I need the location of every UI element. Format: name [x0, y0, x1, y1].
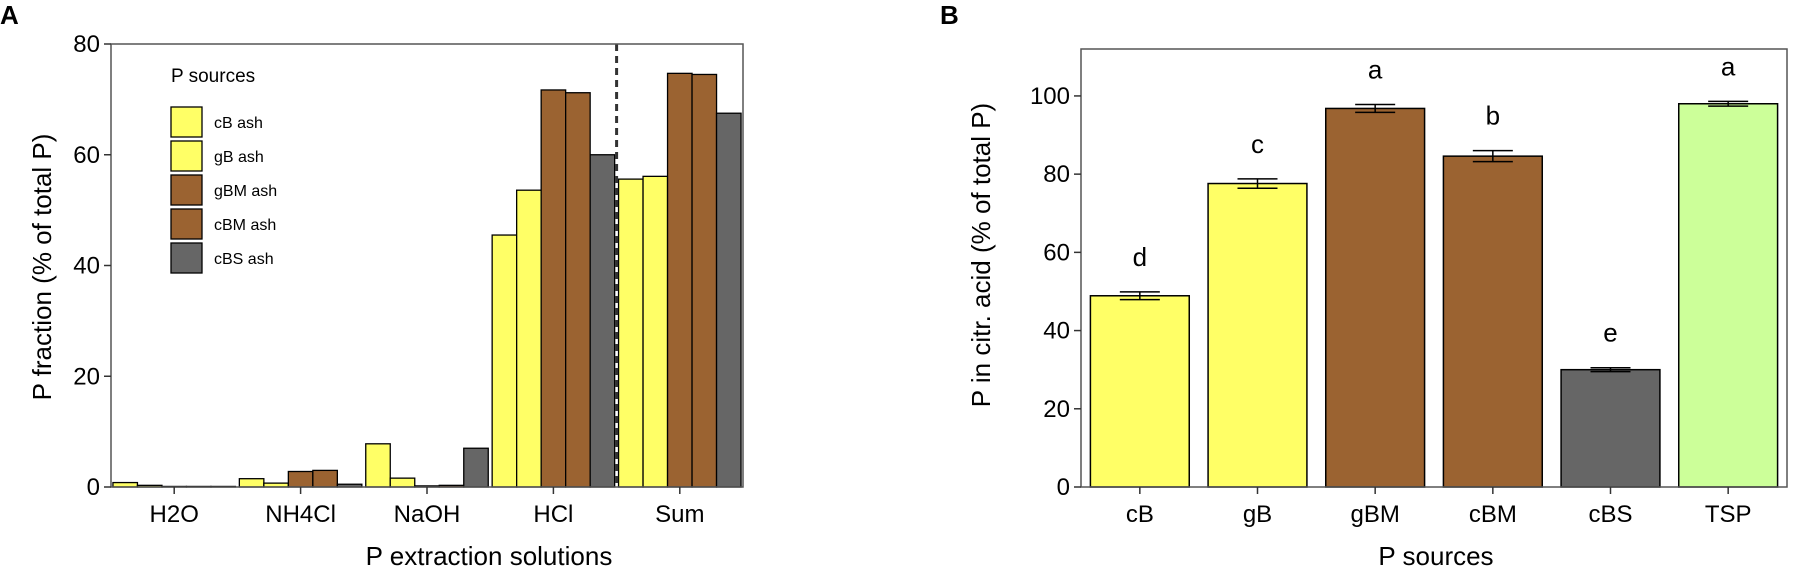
legend-title: P sources [171, 66, 255, 87]
panel-b-y-ticks: 0 20 40 60 80 100 [1030, 83, 1081, 501]
bar-sum-cb-ash [617, 178, 644, 488]
panel-a-x-ticks: H2O NH4Cl NaOH HCl Sum [150, 487, 704, 528]
bar-hcl-gbm-ash [540, 89, 567, 488]
legend-label: cBS ash [214, 251, 274, 268]
y-tick-label: 60 [73, 142, 100, 169]
legend-swatch [170, 174, 203, 206]
bar-sum-cbs-ash [715, 112, 742, 488]
x-tick-label: gBM [1350, 501, 1399, 528]
x-tick-label: cBM [1469, 501, 1517, 528]
bar-gbm [1324, 107, 1426, 488]
y-tick-label: 40 [1043, 318, 1070, 345]
panel-b-bars: d c a b e a [1089, 51, 1779, 488]
legend-label: gB ash [214, 149, 264, 166]
bar-hcl-cbm-ash [565, 92, 591, 488]
y-tick-label: 80 [73, 31, 100, 58]
significance-letter-cb: d [1133, 242, 1147, 272]
significance-letter-gb: c [1251, 129, 1264, 159]
y-tick-label: 20 [1043, 396, 1070, 423]
panel-a: A 0 20 40 60 80 H2O NH4Cl NaOH HCl Sum P sources… [0, 0, 744, 570]
bar-cbs [1560, 368, 1661, 488]
bar-hcl-cbs-ash [589, 154, 616, 488]
y-tick-label: 0 [87, 474, 100, 501]
x-tick-label: NaOH [394, 501, 461, 528]
bar-naoh-cb-ash [365, 443, 391, 488]
bar-cb [1089, 295, 1191, 488]
legend-swatch [170, 208, 203, 240]
panel-a-label: A [0, 0, 19, 30]
significance-letter-cbm: b [1486, 101, 1500, 131]
y-tick-label: 60 [1043, 239, 1070, 266]
y-tick-label: 0 [1057, 474, 1070, 501]
bar-sum-gb-ash [642, 175, 669, 488]
panel-a-plot: 0 20 40 60 80 H2O NH4Cl NaOH HCl Sum P sources c… [73, 31, 744, 528]
x-tick-label: cB [1126, 501, 1154, 528]
panel-b-plot-frame [1080, 48, 1788, 488]
legend-label: gBM ash [214, 183, 277, 200]
bar-sum-cbm-ash [691, 73, 718, 488]
significance-letter-cbs: e [1603, 318, 1617, 348]
legend: P sources cB ash gB ash gBM ash cBM ash cBS … [170, 66, 277, 274]
x-tick-label: cBS [1588, 501, 1632, 528]
bar-naoh-gb-ash [389, 477, 416, 488]
bar-nh4cl-gbm-ash [287, 470, 314, 488]
panel-b-x-ticks: cB gB gBM cBM cBS TSP [1126, 487, 1752, 528]
panel-b-y-axis-title: P in citr. acid (% of total P) [966, 103, 996, 407]
x-tick-label: gB [1243, 501, 1272, 528]
panel-a-y-ticks: 0 20 40 60 80 [73, 31, 111, 501]
bar-cbm [1442, 155, 1544, 488]
x-tick-label: Sum [655, 501, 704, 528]
x-tick-label: H2O [150, 501, 199, 528]
legend-swatch [170, 242, 203, 274]
bar-sum-gbm-ash [666, 72, 693, 488]
panel-a-bars [112, 72, 742, 488]
x-tick-label: TSP [1705, 501, 1752, 528]
bar-tsp [1677, 103, 1779, 488]
legend-label: cB ash [214, 115, 263, 132]
y-tick-label: 80 [1043, 161, 1070, 188]
bar-hcl-gb-ash [516, 189, 542, 488]
panel-b-label: B [940, 0, 959, 30]
y-tick-label: 20 [73, 363, 100, 390]
bar-hcl-cb-ash [491, 234, 518, 488]
legend-label: cBM ash [214, 217, 276, 234]
panel-b-x-axis-title: P sources [1378, 541, 1493, 570]
bar-nh4cl-cbm-ash [312, 469, 339, 488]
panel-a-y-axis-title: P fraction (% of total P) [27, 134, 57, 401]
bar-gb [1207, 182, 1308, 488]
panel-b: B d c a b e a 0 20 40 60 80 100 cB gB gBM cBM cBS TSP P… [940, 0, 1788, 570]
legend-swatch [170, 106, 203, 138]
panel-a-x-axis-title: P extraction solutions [366, 541, 613, 570]
bar-naoh-cbs-ash [463, 447, 489, 488]
y-tick-label: 40 [73, 253, 100, 280]
y-tick-label: 100 [1030, 83, 1070, 110]
x-tick-label: NH4Cl [265, 501, 336, 528]
bar-nh4cl-cb-ash [238, 478, 265, 488]
significance-letter-gbm: a [1368, 55, 1383, 85]
significance-letter-tsp: a [1721, 51, 1736, 81]
x-tick-label: HCl [533, 501, 573, 528]
legend-swatch [170, 140, 203, 172]
